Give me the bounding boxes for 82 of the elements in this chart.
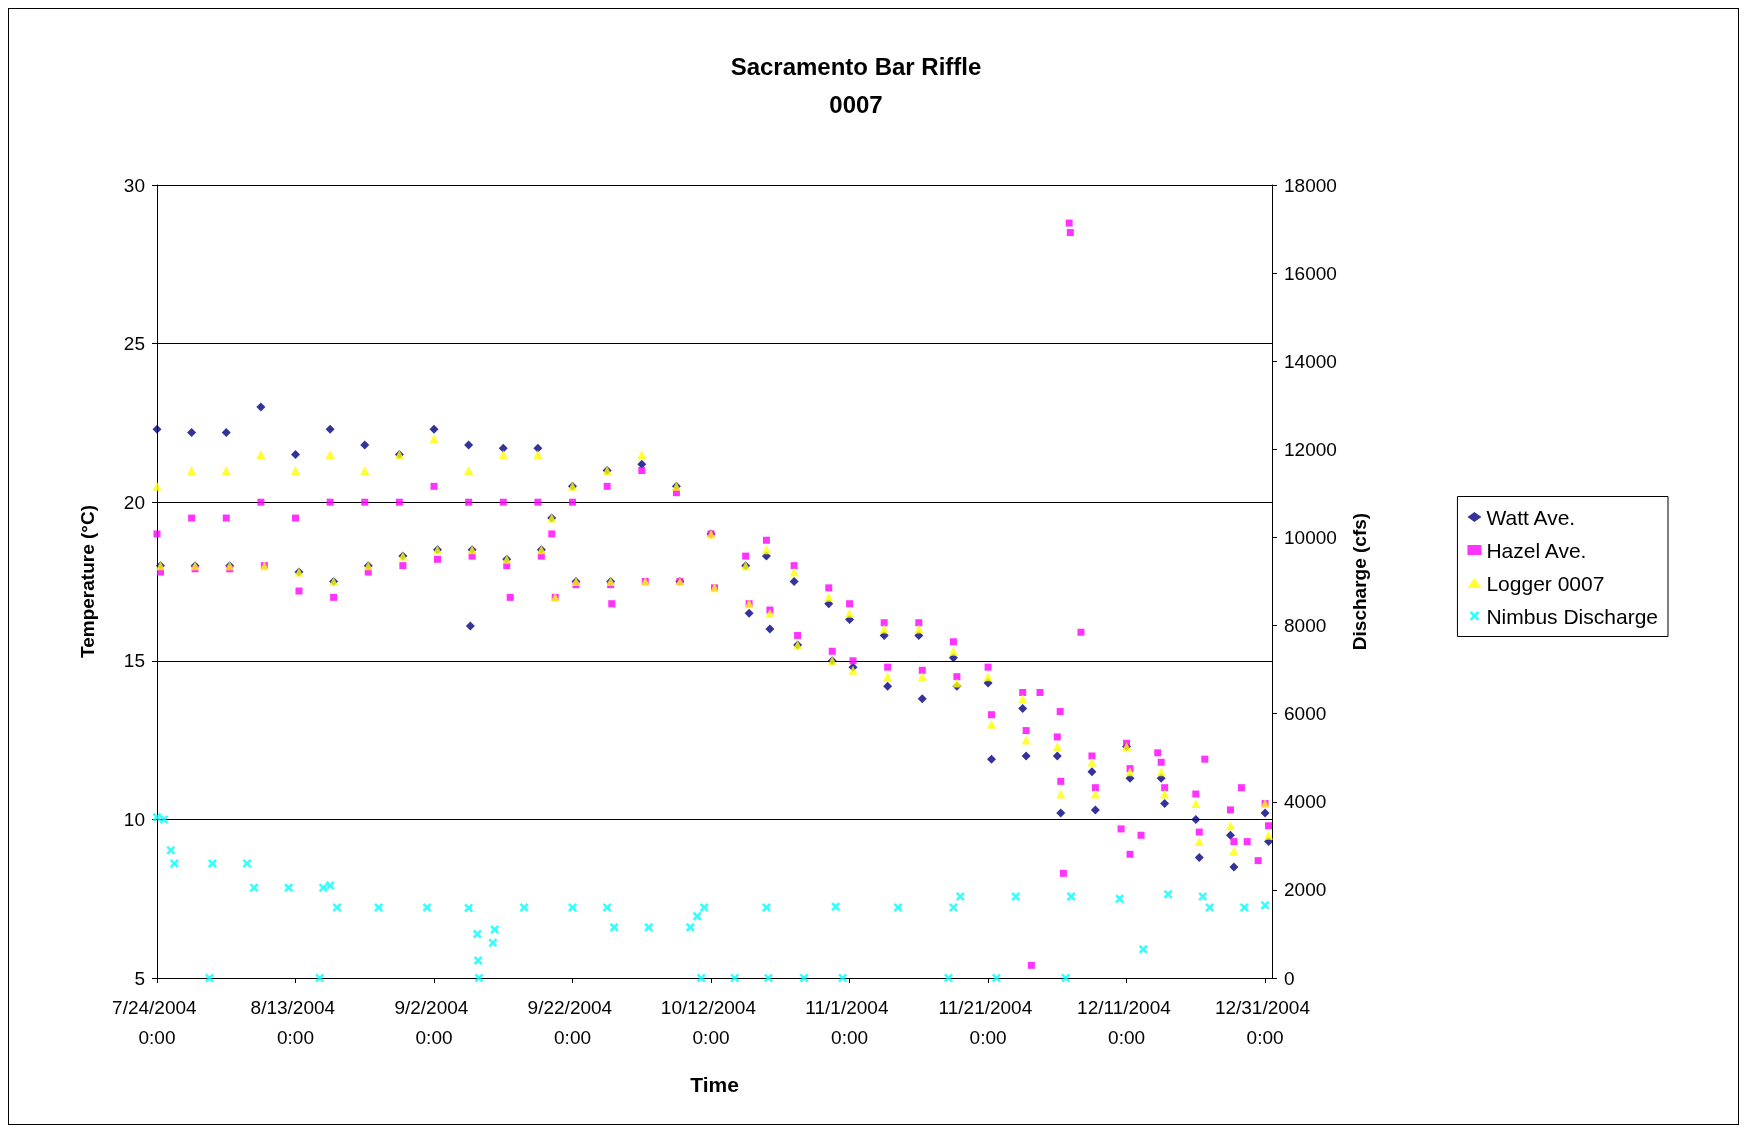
point — [159, 814, 169, 824]
point — [991, 973, 1001, 983]
point — [325, 880, 335, 890]
x-axis-title: Time — [690, 1073, 739, 1096]
point — [644, 922, 654, 932]
point — [1198, 892, 1208, 901]
point — [284, 883, 294, 893]
legend-label: Hazel Ave. — [1486, 538, 1587, 562]
x-tick-label: 11/21/2004 0:00 — [938, 996, 1038, 1048]
y2-tick-label: 6000 — [1284, 703, 1327, 725]
point — [332, 903, 342, 913]
point — [207, 858, 217, 868]
x-tick-label: 11/1/2004 0:00 — [805, 996, 894, 1048]
y-tick-label: 25 — [123, 333, 145, 355]
point — [893, 903, 903, 913]
x-tick-label: 8/13/2004 0:00 — [250, 996, 341, 1048]
point — [490, 925, 500, 935]
point — [838, 973, 848, 983]
point — [315, 973, 325, 983]
chart-subtitle: 0007 — [829, 90, 883, 118]
point — [464, 903, 474, 913]
point — [1011, 892, 1021, 901]
chart-title: Sacramento Bar Riffle — [730, 52, 982, 80]
y2-tick-label: 2000 — [1284, 879, 1327, 901]
y-tick-label: 15 — [123, 650, 145, 672]
point — [955, 892, 965, 901]
x-tick-label: 10/12/2004 0:00 — [660, 996, 762, 1048]
point — [568, 903, 578, 913]
point — [488, 938, 498, 948]
point — [948, 903, 958, 913]
point — [944, 973, 954, 983]
y2-tick-label: 18000 — [1284, 174, 1337, 196]
y2-tick-label: 10000 — [1284, 526, 1337, 548]
point — [1066, 892, 1076, 901]
y-axis-title: Temperature (°C) — [77, 505, 98, 658]
point — [472, 929, 482, 939]
y2-tick-label: 0 — [1284, 967, 1295, 989]
point — [761, 903, 771, 913]
point — [422, 903, 432, 913]
legend-label: Logger 0007 — [1486, 571, 1605, 595]
y-tick-label: 20 — [123, 491, 145, 513]
point — [1138, 944, 1148, 954]
y-tick-label: 5 — [134, 967, 145, 989]
y2-tick-label: 8000 — [1284, 615, 1327, 637]
point — [242, 858, 252, 868]
y-tick-label: 30 — [123, 174, 145, 196]
point — [1205, 903, 1215, 913]
x-tick-label: 12/31/2004 0:00 — [1214, 996, 1316, 1048]
point — [1061, 973, 1071, 983]
y2-tick-label: 14000 — [1284, 350, 1337, 372]
x-tick-label: 7/24/2004 0:00 — [112, 996, 202, 1048]
y2-tick-label: 4000 — [1284, 791, 1327, 813]
x-tick-label: 12/11/2004 0:00 — [1077, 996, 1177, 1048]
point — [249, 883, 259, 893]
point — [205, 973, 215, 983]
point — [602, 903, 612, 913]
point — [1239, 903, 1249, 913]
point — [831, 902, 841, 912]
point — [763, 973, 773, 983]
point — [169, 858, 179, 868]
y2-axis-title: Discharge (cfs) — [1349, 512, 1370, 651]
y-tick-label: 10 — [123, 808, 145, 830]
point — [730, 973, 740, 983]
y2-tick-label: 12000 — [1284, 438, 1337, 460]
point — [318, 883, 328, 893]
legend-label: Nimbus Discharge — [1486, 604, 1658, 628]
point — [609, 922, 619, 932]
point — [374, 903, 384, 913]
point — [1115, 894, 1125, 904]
point — [1260, 900, 1270, 910]
point — [1163, 889, 1173, 899]
point — [699, 903, 709, 913]
point — [685, 922, 695, 932]
x-tick-label: 9/2/2004 0:00 — [394, 996, 474, 1048]
point — [166, 845, 176, 855]
point — [473, 955, 483, 965]
point — [692, 911, 702, 921]
x-tick-label: 9/22/2004 0:00 — [527, 996, 618, 1048]
point — [519, 903, 529, 913]
y2-tick-label: 16000 — [1284, 262, 1337, 284]
legend-label: Watt Ave. — [1486, 505, 1576, 529]
point — [696, 973, 706, 983]
